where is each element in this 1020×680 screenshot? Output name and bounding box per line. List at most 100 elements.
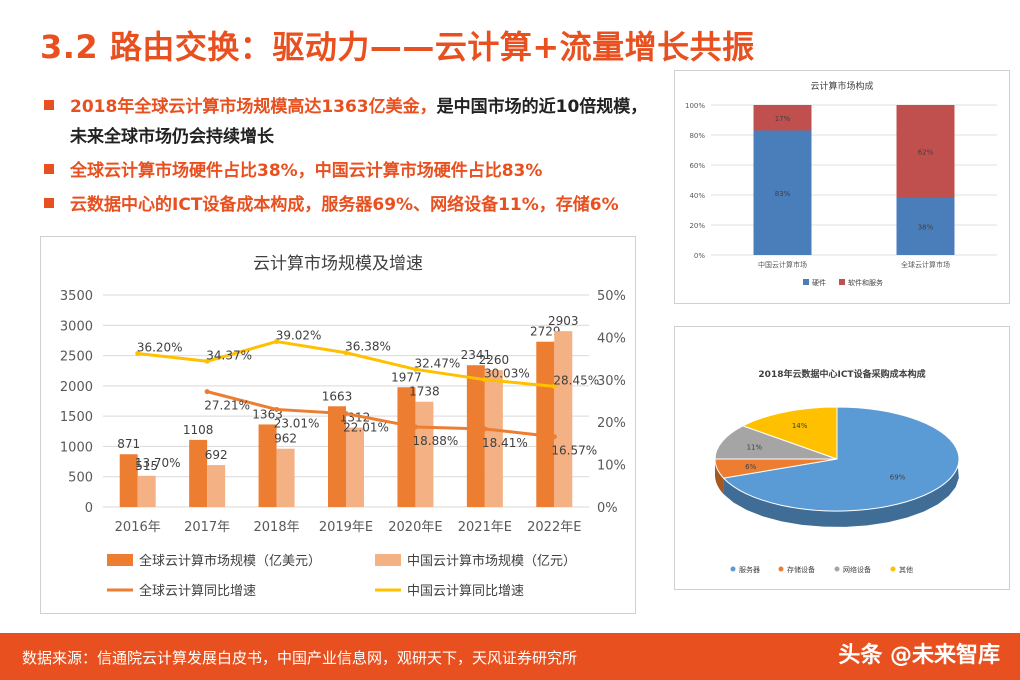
stacked-bar-segment: [753, 130, 812, 255]
y-tick-label: 80%: [689, 132, 705, 140]
y-left-tick-label: 1000: [60, 440, 93, 455]
legend-label: 中国云计算市场规模（亿元）: [407, 553, 576, 569]
line-data-label: 36.20%: [137, 341, 183, 355]
pie-slice: [741, 406, 838, 460]
bar-data-label: 2260: [479, 353, 510, 367]
line-data-label: 13.70%: [135, 456, 181, 470]
line-data-label: 28.45%: [553, 373, 599, 387]
legend-swatch: [730, 566, 736, 572]
bar-data-label: 1738: [409, 385, 440, 399]
y-right-tick-label: 30%: [597, 374, 626, 389]
legend-swatch: [107, 554, 133, 566]
bar-data-label: 1108: [183, 423, 214, 437]
x-tick-label: 2021年E: [458, 520, 512, 535]
line-point: [412, 424, 418, 430]
line-point: [551, 434, 557, 440]
key-points-list: 2018年全球云计算市场规模高达1363亿美金，是中国市场的近10倍规模，未来全…: [44, 92, 664, 224]
chart-title: 2018年云数据中心ICT设备采购成本构成: [758, 368, 925, 380]
pie-data-label: 6%: [745, 463, 756, 471]
bar-data-label: 1977: [391, 370, 422, 384]
x-tick-label: 2017年: [184, 520, 230, 535]
y-right-tick-label: 50%: [597, 289, 626, 304]
line-point: [482, 426, 488, 432]
bullet-global-market-size: 2018年全球云计算市场规模高达1363亿美金，是中国市场的近10倍规模，未来全…: [44, 92, 664, 152]
line-data-label: 16.57%: [551, 444, 597, 458]
line-data-label: 27.21%: [204, 399, 250, 413]
pie-data-label: 69%: [890, 474, 906, 482]
line-point: [551, 383, 557, 389]
bar-data-label: 871: [117, 437, 140, 451]
line-point: [204, 389, 210, 395]
line-point: [135, 351, 141, 357]
series-line: [206, 390, 555, 439]
y-right-tick-label: 10%: [597, 459, 626, 474]
stacked-bar-segment: [896, 198, 955, 255]
line-point: [274, 339, 280, 345]
pie-slice-side: [715, 459, 724, 495]
bar: [484, 370, 503, 507]
bar-data-label: 2341: [461, 348, 492, 362]
line-point: [343, 350, 349, 356]
bar: [207, 465, 226, 507]
line-data-label: 39.02%: [276, 329, 322, 343]
bar: [346, 427, 364, 507]
y-tick-label: 100%: [685, 102, 705, 110]
legend-label: 存储设备: [787, 565, 815, 574]
bullet-text: 全球云计算市场硬件占比38%，中国云计算市场硬件占比83%: [70, 156, 542, 186]
x-tick-label: 2019年E: [319, 520, 373, 535]
x-tick-label: 2016年: [115, 520, 161, 535]
data-source-note: 数据来源：信通院云计算发展白皮书，中国产业信息网，观研天下，天风证券研究所: [22, 649, 578, 667]
slide-title: 3.2 路由交换：驱动力——云计算+流量增长共振: [40, 28, 755, 66]
bullet-highlight: 云数据中心的ICT设备成本构成，服务器69%、网络设备11%，存储6%: [70, 195, 619, 215]
bullet-hardware-share: 全球云计算市场硬件占比38%，中国云计算市场硬件占比83%: [44, 156, 664, 186]
bar: [119, 454, 138, 507]
line-point: [274, 406, 280, 412]
bullet-text: 云数据中心的ICT设备成本构成，服务器69%、网络设备11%，存储6%: [70, 190, 619, 220]
y-left-tick-label: 1500: [60, 410, 93, 425]
line-data-label: 18.88%: [413, 434, 459, 448]
bullet-highlight: 全球云计算市场硬件占比38%，中国云计算市场硬件占比83%: [70, 161, 543, 181]
x-tick-label: 2020年E: [388, 520, 442, 535]
y-right-tick-label: 0%: [597, 501, 618, 516]
line-point: [204, 358, 210, 364]
stacked-bar-segment: [753, 105, 812, 131]
y-tick-label: 40%: [689, 192, 705, 200]
x-tick-label: 2018年: [254, 520, 300, 535]
bar: [536, 341, 555, 507]
bar: [328, 406, 346, 507]
footer-bar: 数据来源：信通院云计算发展白皮书，中国产业信息网，观研天下，天风证券研究所 头条…: [0, 633, 1020, 680]
chart-title: 云计算市场规模及增速: [253, 254, 423, 274]
bar-data-label: 962: [274, 432, 297, 446]
line-data-label: 18.41%: [482, 436, 528, 450]
legend-swatch: [839, 279, 845, 285]
legend-label: 硬件: [812, 278, 826, 287]
line-data-label: 34.37%: [206, 348, 252, 362]
line-data-label: 23.01%: [274, 416, 320, 430]
legend-swatch: [375, 554, 401, 566]
bar-data-label: 2903: [548, 314, 579, 328]
y-tick-label: 0%: [694, 252, 705, 260]
y-tick-label: 20%: [689, 222, 705, 230]
y-left-tick-label: 3500: [60, 289, 93, 304]
legend-label: 其他: [899, 565, 913, 574]
line-data-label: 22.01%: [343, 421, 389, 435]
bar-data-label: 83%: [775, 190, 791, 198]
pie-data-label: 14%: [792, 422, 808, 430]
legend-label: 服务器: [739, 565, 760, 574]
line-point: [412, 366, 418, 372]
bullet-highlight: 2018年全球云计算市场规模高达1363亿美金，: [70, 97, 437, 117]
legend-swatch: [834, 566, 840, 572]
y-right-tick-label: 40%: [597, 331, 626, 346]
bullet-text: 2018年全球云计算市场规模高达1363亿美金，是中国市场的近10倍规模，未来全…: [70, 92, 664, 152]
bar: [258, 424, 277, 507]
square-bullet-icon: [44, 164, 54, 174]
bar-data-label: 2729: [530, 325, 561, 339]
line-data-label: 30.03%: [484, 367, 530, 381]
market-size-chart: 云计算市场规模及增速 0 500 1000 1500 2000 2500 3000 3500 0%…: [60, 254, 626, 599]
bar-data-label: 1663: [322, 389, 353, 403]
bullet-ict-cost: 云数据中心的ICT设备成本构成，服务器69%、网络设备11%，存储6%: [44, 190, 664, 220]
x-tick-label: 中国云计算市场: [758, 260, 807, 269]
y-left-tick-label: 500: [68, 471, 93, 486]
legend-swatch: [778, 566, 784, 572]
legend-label: 软件和服务: [848, 278, 883, 287]
